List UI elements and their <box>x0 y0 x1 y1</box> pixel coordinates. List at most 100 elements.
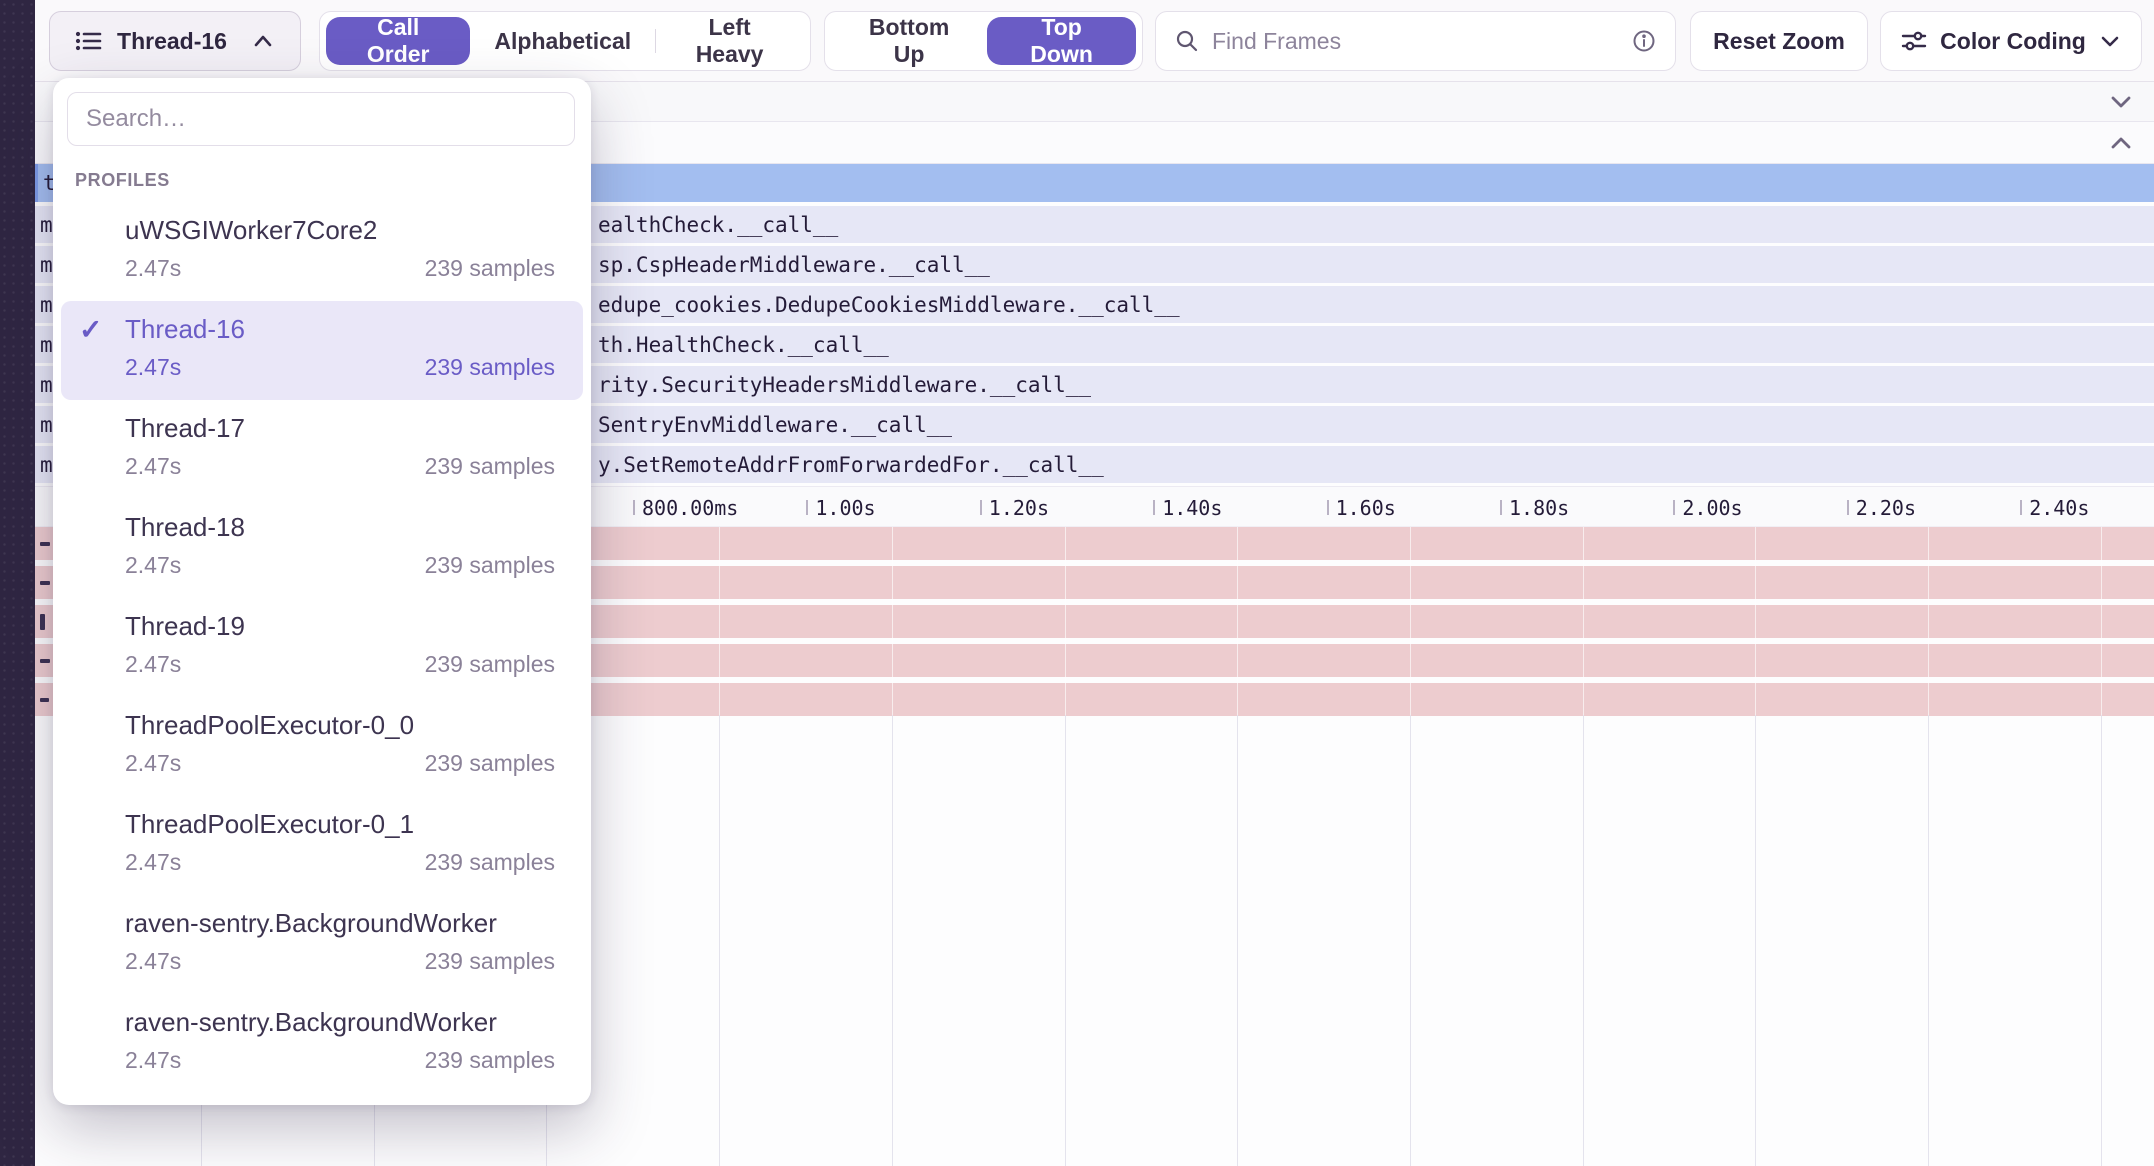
profile-option-uwsgiworker7core2[interactable]: ✓uWSGIWorker7Core22.47s239 samples <box>61 202 583 301</box>
tick-mark <box>806 500 808 515</box>
chevron-down-icon[interactable] <box>2106 91 2136 113</box>
profile-option-thread-18[interactable]: ✓Thread-182.47s239 samples <box>61 499 583 598</box>
gridline <box>719 527 720 715</box>
profile-meta: 2.47s 239 samples <box>125 750 555 777</box>
frame-label-fragment: m <box>40 453 53 477</box>
profile-sample-count: 239 samples <box>425 849 555 876</box>
frame-label: sp.CspHeaderMiddleware.__call__ <box>598 253 990 277</box>
profile-sample-count: 239 samples <box>425 255 555 282</box>
info-icon[interactable] <box>1631 28 1657 54</box>
find-frames-field[interactable] <box>1155 11 1676 71</box>
tick-label: 1.80s <box>1509 496 1569 520</box>
gridline <box>2101 527 2102 715</box>
profile-option-thread-16[interactable]: ✓Thread-162.47s239 samples <box>61 301 583 400</box>
segment-bottom-up[interactable]: Bottom Up <box>831 17 987 65</box>
chevron-up-icon[interactable] <box>2106 132 2136 154</box>
gridline <box>2101 715 2102 1166</box>
profile-duration: 2.47s <box>125 552 181 579</box>
profile-dropdown-menu: PROFILES ✓uWSGIWorker7Core22.47s239 samp… <box>53 78 591 1105</box>
profile-meta: 2.47s239 samples <box>125 552 555 579</box>
frame-label: edupe_cookies.DedupeCookiesMiddleware.__… <box>598 293 1180 317</box>
tick-mark <box>980 500 982 515</box>
profile-name: ThreadPoolExecutor-0_0 <box>125 710 414 741</box>
gridline <box>1237 527 1238 715</box>
tick-label: 2.00s <box>1682 496 1742 520</box>
frame-label: th.HealthCheck.__call__ <box>598 333 889 357</box>
profile-name: Thread-19 <box>125 611 245 642</box>
profile-name: ThreadPoolExecutor-0_1 <box>125 809 414 840</box>
tick-mark <box>1327 500 1329 515</box>
gridline <box>1410 715 1411 1166</box>
frame-label: SentryEnvMiddleware.__call__ <box>598 413 952 437</box>
tick-label: 1.60s <box>1336 496 1396 520</box>
profile-name: Thread-16 <box>125 314 245 345</box>
profile-option-raven-sentry-backgroundworker[interactable]: ✓raven-sentry.BackgroundWorker2.47s239 s… <box>61 895 583 994</box>
sliders-icon <box>1900 29 1928 53</box>
frame-label-fragment: m <box>40 253 53 277</box>
profile-name: raven-sentry.BackgroundWorker <box>125 908 497 939</box>
chevron-down-icon <box>2098 31 2122 51</box>
frame-label-fragment <box>40 614 45 630</box>
reset-zoom-button[interactable]: Reset Zoom <box>1690 11 1868 71</box>
profile-duration: 2.47s <box>125 453 181 480</box>
tick-label: 1.40s <box>1162 496 1222 520</box>
profile-name: uWSGIWorker7Core2 <box>125 215 377 246</box>
frame-label-fragment: m <box>40 293 53 317</box>
frame-label-fragment: m <box>40 333 53 357</box>
profile-meta: 2.47s239 samples <box>125 651 555 678</box>
tick-mark <box>633 500 635 515</box>
profile-option-raven-sentry-backgroundworker[interactable]: ✓raven-sentry.BackgroundWorker2.47s239 s… <box>61 994 583 1093</box>
thread-selector-label: Thread-16 <box>117 28 227 55</box>
gridline <box>1065 715 1066 1166</box>
frame-label: ealthCheck.__call__ <box>598 213 838 237</box>
profile-meta: 2.47s239 samples <box>125 849 555 876</box>
color-coding-button[interactable]: Color Coding <box>1880 11 2142 71</box>
profile-sample-count: 239 samples <box>425 750 555 777</box>
profile-name: Thread-18 <box>125 512 245 543</box>
gridline <box>1583 715 1584 1166</box>
profile-sample-count: 239 samples <box>425 354 555 381</box>
tick-label: 2.40s <box>2029 496 2089 520</box>
profile-meta: 2.47s 239 samples <box>125 453 555 480</box>
tick-mark <box>1153 500 1155 515</box>
gridline <box>1755 715 1756 1166</box>
tick-mark <box>1847 500 1849 515</box>
checkmark-icon: ✓ <box>79 313 102 346</box>
profile-option-threadpoolexecutor-0-1[interactable]: ✓ThreadPoolExecutor-0_12.47s239 samples <box>61 796 583 895</box>
frame-label-fragment <box>40 581 50 585</box>
sort-order-segmented-control: Call OrderAlphabeticalLeft Heavy <box>319 11 811 71</box>
profile-option-threadpoolexecutor-0-0[interactable]: ✓ThreadPoolExecutor-0_02.47s239 samples <box>61 697 583 796</box>
profile-meta: 2.47s 239 samples <box>125 255 555 282</box>
segment-call-order[interactable]: Call Order <box>326 17 470 65</box>
gridline <box>1583 527 1584 715</box>
tick-label: 2.20s <box>1856 496 1916 520</box>
profile-name: Thread-17 <box>125 413 245 444</box>
find-frames-input[interactable] <box>1212 28 1619 55</box>
profile-search-input[interactable] <box>67 92 575 146</box>
profile-meta: 2.47s239 samples <box>125 948 555 975</box>
frame-label-fragment: m <box>40 373 53 397</box>
profiler-toolbar: Thread-16 Call OrderAlphabeticalLeft Hea… <box>35 0 2154 82</box>
frame-label-fragment <box>40 698 49 702</box>
gridline <box>1928 715 1929 1166</box>
search-icon <box>1174 28 1200 54</box>
profile-duration: 2.47s <box>125 750 181 777</box>
gridline <box>892 715 893 1166</box>
segment-top-down[interactable]: Top Down <box>987 17 1136 65</box>
tick-mark <box>2020 500 2022 515</box>
profile-sample-count: 239 samples <box>425 453 555 480</box>
list-icon <box>75 28 103 54</box>
thread-selector-button[interactable]: Thread-16 <box>49 11 301 71</box>
gridline <box>1928 527 1929 715</box>
gridline <box>1237 715 1238 1166</box>
profile-option-thread-17[interactable]: ✓Thread-172.47s239 samples <box>61 400 583 499</box>
frame-label-fragment: m <box>40 413 53 437</box>
profile-meta: 2.47s239 samples <box>125 1047 555 1074</box>
profile-duration: 2.47s <box>125 255 181 282</box>
segment-alphabetical[interactable]: Alphabetical <box>470 17 655 65</box>
tick-label: 800.00ms <box>642 496 738 520</box>
segment-left-heavy[interactable]: Left Heavy <box>655 17 804 65</box>
gridline <box>1065 527 1066 715</box>
profile-duration: 2.47s <box>125 948 181 975</box>
profile-option-thread-19[interactable]: ✓Thread-192.47s239 samples <box>61 598 583 697</box>
